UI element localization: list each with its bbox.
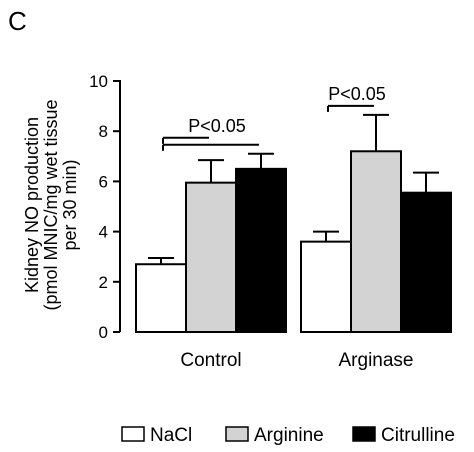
y-tick-label: 4 (99, 223, 108, 242)
legend-swatch-nacl (121, 426, 145, 442)
y-tick-label: 0 (99, 323, 108, 342)
significance-annotations: P<0.05 P<0.05 (162, 84, 386, 151)
y-axis-label: Kidney NO production (pmol MNIC/mg wet t… (22, 99, 80, 310)
panel-label: C (8, 6, 27, 36)
legend: NaCl Arginine Citrulline (121, 425, 455, 446)
category-label: Arginase (339, 350, 414, 371)
y-axis-label-line-1: Kidney NO production (22, 117, 42, 293)
bar-arginase-citrulline (400, 191, 452, 333)
category-labels: Control Arginase (180, 350, 413, 371)
y-tick-label: 8 (99, 122, 108, 141)
p-value-annotation: P<0.05 (188, 116, 246, 136)
bar-arginase-arginine (350, 150, 402, 333)
y-axis-label-line-3: per 30 min) (60, 159, 80, 250)
bar-control-nacl (135, 263, 187, 334)
axes: 0 2 4 6 8 10 (89, 72, 121, 342)
legend-label: Citrulline (381, 425, 455, 446)
y-tick-label: 2 (99, 273, 108, 292)
bars (135, 113, 452, 334)
legend-label: Arginine (254, 425, 324, 446)
y-tick-label: 6 (99, 172, 108, 191)
legend-swatch-arginine (225, 426, 249, 442)
bar-control-arginine (185, 181, 237, 333)
y-axis-label-line-2: (pmol MNIC/mg wet tissue (41, 99, 61, 310)
legend-label: NaCl (150, 425, 192, 446)
y-tick-label: 10 (89, 72, 108, 91)
bar-arginase-nacl (300, 240, 352, 333)
category-label: Control (180, 350, 241, 371)
bar-control-citrulline (235, 167, 287, 333)
p-value-annotation: P<0.05 (328, 84, 386, 104)
legend-swatch-citrulline (352, 426, 376, 442)
